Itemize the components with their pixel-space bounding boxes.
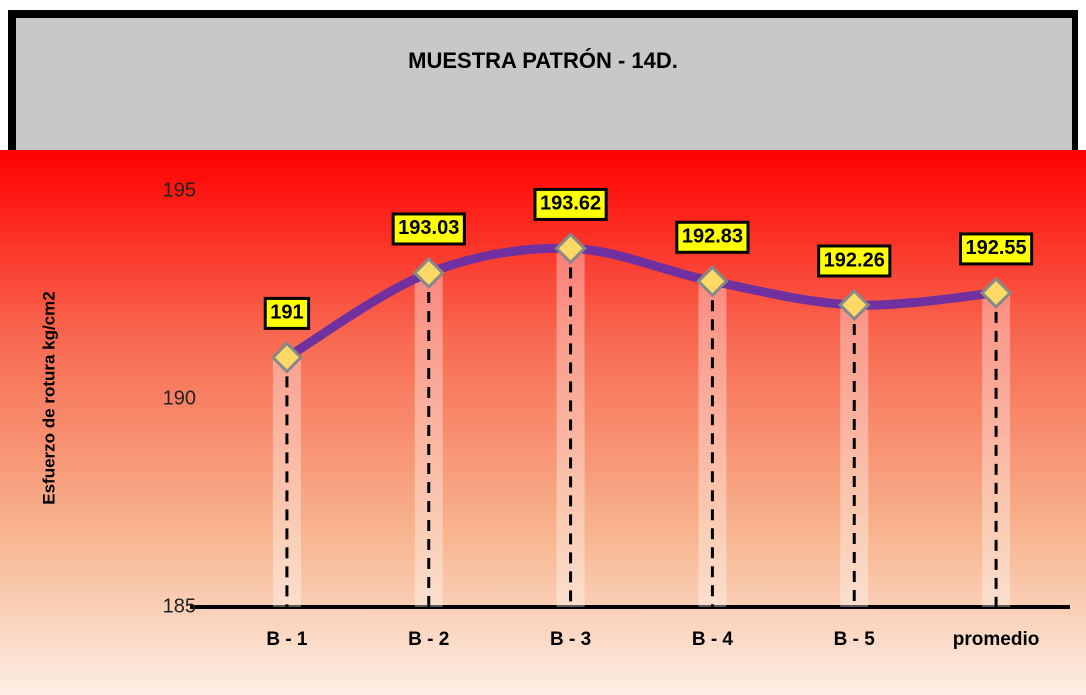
data-label-box [958,232,1034,266]
title-box [8,10,1078,150]
x-tick-label: B - 3 [550,629,591,650]
data-label-box [533,187,608,221]
x-tick-label: B - 4 [692,629,734,650]
data-label: 191 [270,302,303,324]
plot-background [0,150,1086,695]
data-label: 192.55 [965,237,1026,259]
x-tick-label: B - 5 [834,629,876,650]
data-label-box [817,244,892,278]
data-label-box [263,296,311,330]
data-label-box [675,220,750,254]
marker [554,232,587,265]
marker [838,288,871,322]
x-tick-label: B - 1 [266,629,308,650]
x-tick-label: promedio [953,629,1040,650]
y-tick-label: 190 [163,387,196,409]
marker [412,256,445,290]
y-tick-label: 185 [163,595,196,617]
title-border [1072,18,1078,150]
data-label-box [391,212,466,246]
marker [270,341,304,374]
data-label: 192.26 [824,249,885,271]
data-label: 193.03 [398,217,459,239]
drop-glow [414,272,443,607]
y-axis-label: Esfuerzo de rotura kg/cm2 [39,291,58,505]
data-label: 193.62 [540,193,601,215]
y-tick-label: 195 [163,179,196,201]
data-label: 192.83 [682,226,743,248]
marker [979,276,1013,310]
x-tick-label: B - 2 [408,629,449,650]
marker [696,265,729,298]
chart-title: MUESTRA PATRÓN - 14D. [408,48,678,73]
